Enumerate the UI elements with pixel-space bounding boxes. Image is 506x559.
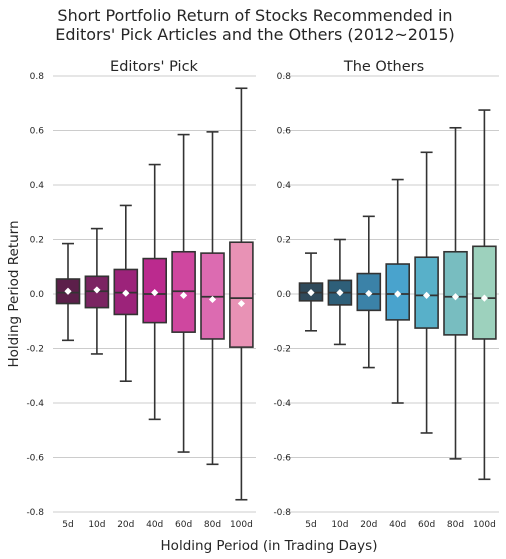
- x-tick-label: 60d: [418, 520, 435, 530]
- y-tick-label: 0.6: [277, 127, 292, 137]
- mean-marker: [122, 289, 130, 297]
- mean-marker: [365, 289, 373, 298]
- box-80d: [200, 131, 225, 466]
- chart-title-line-2: Editors' Pick Articles and the Others (2…: [55, 25, 455, 44]
- x-tick-label: 100d: [473, 520, 496, 530]
- x-tick-label: 10d: [331, 520, 348, 530]
- y-axis-label: Holding Period Return: [6, 220, 22, 367]
- x-tick-label: 20d: [360, 520, 377, 530]
- x-tick-label: 80d: [204, 520, 221, 530]
- x-axis-label: Holding Period (in Trading Days): [161, 538, 378, 554]
- y-tick-label: 0.0: [30, 290, 45, 300]
- y-tick-label: -0.4: [26, 399, 44, 409]
- panel-editors-pick: -0.8 -0.6 -0.4 -0.2 0.0 0.2 0.4 0.6 0.8 5d 10d 20d 4…: [26, 72, 256, 530]
- panel-title-editors-pick: Editors' Pick: [110, 59, 198, 75]
- x-tick-label: 20d: [117, 520, 134, 530]
- y-tick-label: -0.8: [273, 508, 291, 518]
- x-tick-label: 10d: [88, 520, 105, 530]
- box-60d: [171, 133, 196, 453]
- y-tick-label: 0.2: [30, 236, 44, 246]
- y-tick-label: 0.4: [277, 181, 292, 191]
- x-tick-label: 5d: [305, 520, 316, 530]
- iqr-box: [472, 245, 497, 340]
- box-40d: [385, 178, 411, 404]
- y-tick-label: -0.2: [273, 345, 291, 355]
- mean-marker: [336, 289, 344, 297]
- box-100d: [229, 87, 254, 501]
- mean-marker: [394, 290, 402, 298]
- box-20d: [113, 204, 139, 383]
- y-tick-label: 0.0: [277, 290, 292, 300]
- y-tick-label: -0.6: [273, 454, 291, 464]
- mean-marker: [480, 294, 488, 302]
- panel-the-others: -0.8 -0.6 -0.4 -0.2 0.0 0.2 0.4 0.6 0.8 5d 10d 20d 4…: [273, 72, 499, 530]
- x-tick-label: 5d: [62, 520, 73, 530]
- mean-marker: [151, 289, 159, 297]
- box-10d: [327, 238, 353, 346]
- y-tick-label: -0.2: [26, 345, 44, 355]
- mean-marker: [64, 287, 72, 295]
- mean-marker: [307, 289, 315, 297]
- y-tick-label: 0.6: [30, 127, 45, 137]
- mean-marker: [451, 293, 460, 301]
- mean-marker: [180, 291, 188, 299]
- y-tick-label: -0.8: [26, 508, 44, 518]
- y-tick-label: 0.8: [30, 72, 45, 82]
- x-tick-label: 60d: [175, 520, 192, 530]
- box-40d: [142, 163, 167, 421]
- mean-marker: [237, 299, 245, 308]
- y-tick-label: 0.8: [277, 72, 292, 82]
- y-tick-label: 0.4: [30, 181, 45, 191]
- box-60d: [414, 151, 439, 434]
- chart-title-line-1: Short Portfolio Return of Stocks Recomme…: [57, 6, 452, 25]
- mean-marker: [93, 286, 101, 294]
- x-tick-label: 100d: [230, 520, 253, 530]
- mean-marker: [208, 295, 217, 304]
- panel-title-the-others: The Others: [343, 59, 424, 75]
- x-tick-label: 80d: [447, 520, 464, 530]
- y-tick-label: -0.4: [273, 399, 291, 409]
- y-tick-label: 0.2: [277, 236, 291, 246]
- box-10d: [84, 227, 110, 355]
- x-tick-label: 40d: [146, 520, 163, 530]
- box-5d: [55, 242, 81, 342]
- box-100d: [472, 109, 497, 481]
- box-80d: [443, 126, 468, 460]
- x-tick-label: 40d: [389, 520, 406, 530]
- y-tick-label: -0.6: [26, 454, 44, 464]
- mean-marker: [423, 291, 431, 299]
- box-20d: [356, 215, 382, 369]
- box-5d: [298, 252, 324, 332]
- iqr-box: [229, 241, 254, 348]
